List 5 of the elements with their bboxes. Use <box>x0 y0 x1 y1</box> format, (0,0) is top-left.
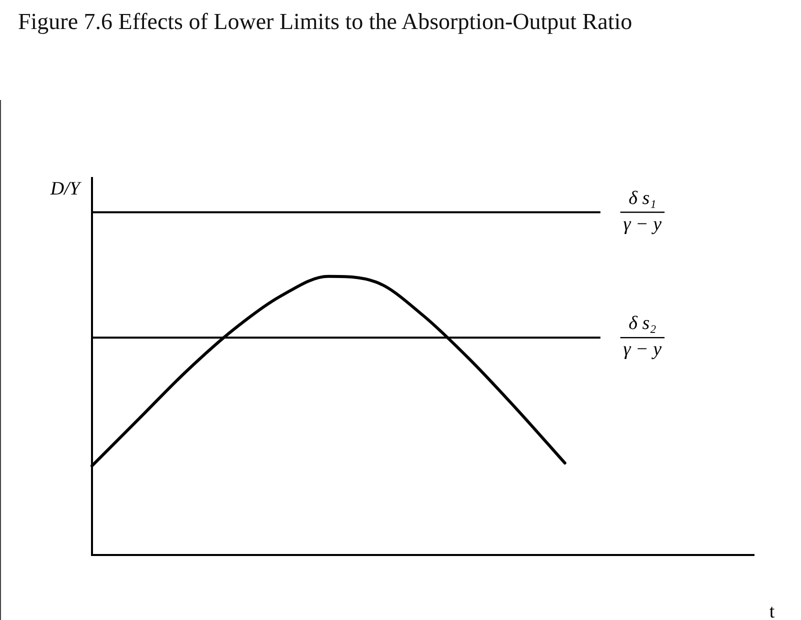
y-axis-title: D/Y <box>49 178 82 200</box>
chart-title: Figure 7.6 Effects of Lower Limits to the Absorption-Output Ratio <box>18 9 634 34</box>
ref-line-label: δ s₁ γ − y <box>623 188 662 235</box>
x-axis-title: t <box>769 601 776 620</box>
ref-line-label: δ s₂ γ − y <box>623 313 662 360</box>
